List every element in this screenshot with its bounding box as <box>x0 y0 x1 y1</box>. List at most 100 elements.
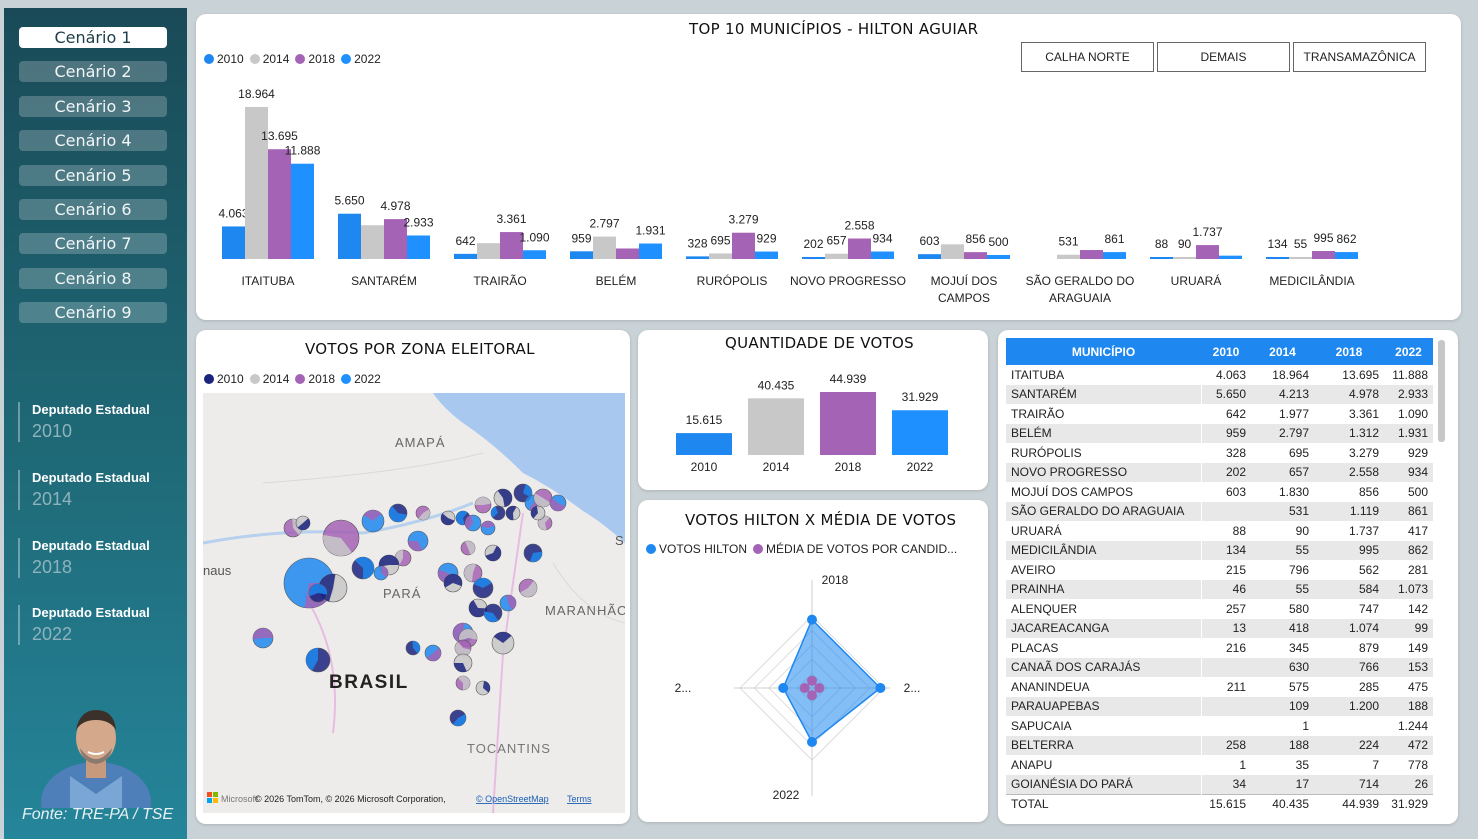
bar-2014-1[interactable] <box>361 225 384 259</box>
legend-item-2014[interactable]: 2014 <box>249 372 289 386</box>
bar-2018-0[interactable] <box>268 149 291 259</box>
zone-bubble[interactable] <box>518 578 538 598</box>
bar-2010-3[interactable] <box>570 251 593 259</box>
scenario-button-2[interactable]: Cenário 2 <box>19 61 167 82</box>
table-row[interactable]: PARAUAPEBAS 109 1.200 188 <box>1006 696 1433 716</box>
demais-button[interactable]: DEMAIS <box>1157 42 1290 72</box>
radar-point-hilton-1[interactable] <box>875 683 886 693</box>
radar-point-media-1[interactable] <box>814 683 825 693</box>
column-header-0[interactable]: MUNICÍPIO <box>1006 338 1201 365</box>
zone-bubble[interactable] <box>415 505 431 521</box>
bar-2018-7[interactable] <box>1080 250 1103 259</box>
election-item-2018[interactable]: Deputado Estadual 2018 <box>18 538 178 578</box>
calha-norte-button[interactable]: CALHA NORTE <box>1021 42 1154 72</box>
radar-point-media-3[interactable] <box>799 683 810 693</box>
zone-bubble[interactable] <box>308 583 328 603</box>
zone-bubble[interactable] <box>388 503 408 523</box>
table-row[interactable]: JACAREACANGA 13 418 1.074 99 <box>1006 618 1433 638</box>
bar-2010-4[interactable] <box>686 256 709 259</box>
scenario-button-3[interactable]: Cenário 3 <box>19 96 167 117</box>
table-row[interactable]: SÃO GERALDO DO ARAGUAIA 531 1.119 861 <box>1006 501 1433 521</box>
bar-2022-3[interactable] <box>639 243 662 259</box>
legend-item-2014[interactable]: 2014 <box>249 52 289 66</box>
osm-link[interactable]: © OpenStreetMap <box>476 794 549 804</box>
bar-2022-6[interactable] <box>987 254 1010 259</box>
bar-2014-9[interactable] <box>1289 257 1312 259</box>
zone-bubble[interactable] <box>252 627 274 649</box>
zone-bubble[interactable] <box>305 647 331 673</box>
election-item-2022[interactable]: Deputado Estadual 2022 <box>18 605 178 645</box>
table-row[interactable]: TRAIRÃO 642 1.977 3.361 1.090 <box>1006 404 1433 424</box>
bar-2018-1[interactable] <box>384 219 407 259</box>
column-header-4[interactable]: 2022 <box>1384 338 1433 365</box>
qty-bar-2018[interactable] <box>820 392 876 455</box>
zone-bubble[interactable] <box>480 520 496 536</box>
zone-bubble[interactable] <box>464 514 482 532</box>
scenario-button-4[interactable]: Cenário 4 <box>19 130 167 151</box>
bar-2018-8[interactable] <box>1196 245 1219 259</box>
election-item-2014[interactable]: Deputado Estadual 2014 <box>18 470 178 510</box>
bar-2010-2[interactable] <box>454 253 477 259</box>
bar-2022-2[interactable] <box>523 250 546 259</box>
scenario-button-6[interactable]: Cenário 6 <box>19 199 167 220</box>
zone-bubble[interactable] <box>483 603 503 623</box>
column-header-3[interactable]: 2018 <box>1314 338 1384 365</box>
table-row[interactable]: BELTERRA 258 188 224 472 <box>1006 735 1433 755</box>
zone-bubble[interactable] <box>424 644 442 662</box>
column-header-1[interactable]: 2010 <box>1201 338 1251 365</box>
zone-bubble[interactable] <box>440 510 456 526</box>
table-row[interactable]: SAPUCAIA 1 1.244 <box>1006 716 1433 736</box>
scenario-button-1[interactable]: Cenário 1 <box>19 27 167 48</box>
bar-2018-3[interactable] <box>616 248 639 259</box>
bar-2018-6[interactable] <box>964 252 987 259</box>
legend-item-2010[interactable]: 2010 <box>204 372 244 386</box>
table-row[interactable]: ALENQUER 257 580 747 142 <box>1006 599 1433 619</box>
legend-item-m-dia-de-votos-por-candid-[interactable]: MÉDIA DE VOTOS POR CANDID... <box>753 542 957 556</box>
bar-2022-7[interactable] <box>1103 252 1126 259</box>
zone-bubble[interactable] <box>454 639 472 657</box>
scenario-button-8[interactable]: Cenário 8 <box>19 268 167 289</box>
qty-bar-2022[interactable] <box>892 410 948 455</box>
transamazonica-button[interactable]: TRANSAMAZÔNICA <box>1293 42 1426 72</box>
bar-2010-0[interactable] <box>222 226 245 259</box>
bar-2014-4[interactable] <box>709 253 732 259</box>
bar-2010-9[interactable] <box>1266 257 1289 259</box>
bar-2014-3[interactable] <box>593 236 616 259</box>
bar-2014-2[interactable] <box>477 243 500 259</box>
bar-2018-2[interactable] <box>500 232 523 259</box>
table-row[interactable]: ANANINDEUA 211 575 285 475 <box>1006 677 1433 697</box>
zone-bubble[interactable] <box>449 709 467 727</box>
table-row[interactable]: ANAPU 1 35 7 778 <box>1006 755 1433 775</box>
zone-bubble[interactable] <box>475 680 491 696</box>
table-row[interactable]: ITAITUBA 4.063 18.964 13.695 11.888 <box>1006 365 1433 385</box>
zone-bubble[interactable] <box>505 505 521 521</box>
zone-bubble[interactable] <box>490 505 506 521</box>
table-scrollbar[interactable] <box>1438 340 1445 442</box>
table-row[interactable]: CANAÃ DOS CARAJÁS 630 766 153 <box>1006 657 1433 677</box>
zone-bubble[interactable] <box>373 565 389 581</box>
zone-bubble[interactable] <box>549 494 567 512</box>
bar-2022-4[interactable] <box>755 251 778 259</box>
zone-bubble[interactable] <box>530 505 546 521</box>
bar-2018-5[interactable] <box>848 238 871 259</box>
legend-item-votos-hilton[interactable]: VOTOS HILTON <box>646 542 747 556</box>
zone-bubble[interactable] <box>523 543 543 563</box>
zone-bubble[interactable] <box>351 556 375 580</box>
scenario-button-5[interactable]: Cenário 5 <box>19 165 167 186</box>
electoral-zone-map[interactable]: AMAPÁ PARÁ MARANHÃC BRASIL TOCANTINS nau… <box>203 393 625 813</box>
qty-bar-2010[interactable] <box>676 433 732 455</box>
table-row[interactable]: PLACAS 216 345 879 149 <box>1006 638 1433 658</box>
radar-point-hilton-0[interactable] <box>807 614 817 625</box>
table-row[interactable]: AVEIRO 215 796 562 281 <box>1006 560 1433 580</box>
radar-point-media-2[interactable] <box>807 690 817 701</box>
bar-2010-1[interactable] <box>338 213 361 259</box>
bar-2022-5[interactable] <box>871 251 894 259</box>
zone-bubble[interactable] <box>453 653 473 673</box>
table-row[interactable]: GOIANÉSIA DO PARÁ 34 17 714 26 <box>1006 774 1433 794</box>
bar-2014-8[interactable] <box>1173 257 1196 259</box>
table-row[interactable]: MOJUÍ DOS CAMPOS 603 1.830 856 500 <box>1006 482 1433 502</box>
legend-item-2010[interactable]: 2010 <box>204 52 244 66</box>
legend-item-2018[interactable]: 2018 <box>295 372 335 386</box>
table-row[interactable]: URUARÁ 88 90 1.737 417 <box>1006 521 1433 541</box>
zone-bubble[interactable] <box>474 496 492 514</box>
